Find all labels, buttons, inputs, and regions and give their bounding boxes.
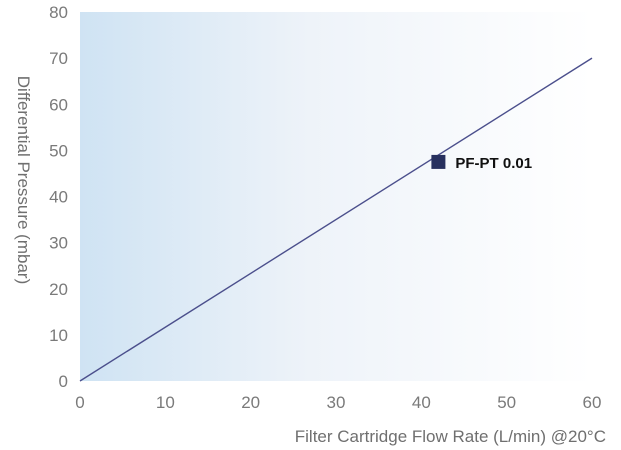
legend-label: PF-PT 0.01: [455, 155, 532, 172]
y-tick-label: 30: [49, 234, 68, 253]
x-tick-label: 30: [327, 393, 346, 412]
y-tick-label: 40: [49, 188, 68, 207]
legend-marker-pf-pt-001: [431, 154, 446, 169]
x-tick-label: 40: [412, 393, 431, 412]
y-axis-title: Differential Pressure (mbar): [14, 76, 33, 284]
legend: PF-PT 0.01: [431, 154, 532, 172]
x-tick-label: 20: [241, 393, 260, 412]
x-axis-title: Filter Cartridge Flow Rate (L/min) @20°C: [295, 427, 606, 446]
y-axis-ticks: 0 10 20 30 40 50 60 70 80: [49, 3, 68, 391]
y-tick-label: 50: [49, 141, 68, 160]
y-tick-label: 0: [59, 372, 68, 391]
x-axis-ticks: 0 10 20 30 40 50 60: [75, 393, 601, 412]
y-tick-label: 10: [49, 326, 68, 345]
y-tick-label: 60: [49, 95, 68, 114]
y-tick-label: 80: [49, 3, 68, 22]
y-tick-label: 20: [49, 280, 68, 299]
series-layer: [79, 57, 593, 382]
x-tick-label: 10: [156, 393, 175, 412]
x-tick-label: 60: [583, 393, 602, 412]
plot-area-background: [80, 12, 592, 381]
x-tick-label: 50: [497, 393, 516, 412]
x-tick-label: 0: [75, 393, 84, 412]
y-tick-label: 70: [49, 49, 68, 68]
series-line: [79, 57, 593, 382]
